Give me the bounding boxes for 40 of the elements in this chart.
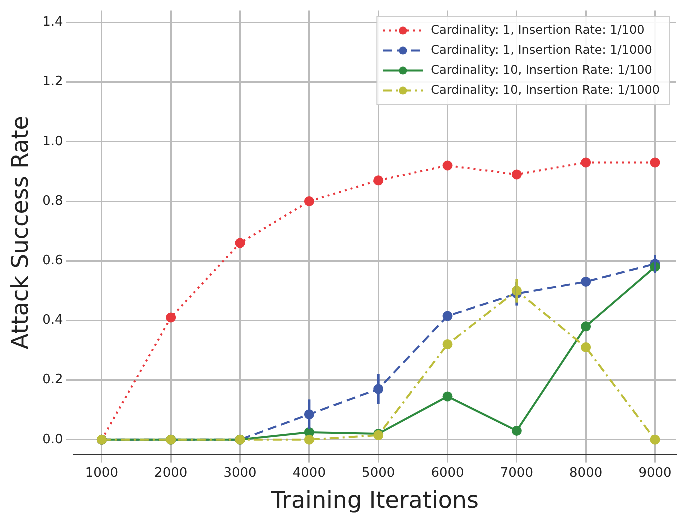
x-tick-label: 6000 bbox=[431, 466, 464, 481]
y-axis-title: Attack Success Rate bbox=[8, 116, 34, 350]
point bbox=[304, 434, 314, 445]
y-tick-label: 1.4 bbox=[42, 15, 64, 30]
y-tick-label: 0.8 bbox=[42, 194, 64, 209]
legend-label: Cardinality: 1, Insertion Rate: 1/100 bbox=[431, 22, 645, 37]
point bbox=[650, 434, 660, 445]
point bbox=[442, 340, 453, 350]
x-tick-label: 5000 bbox=[362, 466, 396, 481]
legend-label: Cardinality: 1, Insertion Rate: 1/1000 bbox=[431, 42, 652, 57]
point bbox=[512, 170, 522, 180]
point bbox=[374, 176, 384, 186]
x-tick-label: 7000 bbox=[500, 466, 534, 481]
point bbox=[304, 196, 314, 207]
x-tick-label: 1000 bbox=[85, 466, 118, 481]
y-tick-label: 0.2 bbox=[42, 372, 64, 388]
point bbox=[581, 158, 592, 168]
y-tick-label: 0.0 bbox=[42, 432, 64, 448]
x-tick-label: 8000 bbox=[570, 466, 603, 481]
y-tick-label: 0.6 bbox=[42, 253, 64, 268]
y-tick-label: 1.0 bbox=[42, 134, 64, 150]
x-tick-label: 9000 bbox=[638, 466, 672, 481]
x-tick-label: 2000 bbox=[154, 466, 188, 481]
point bbox=[581, 342, 592, 353]
point bbox=[442, 160, 453, 171]
point bbox=[166, 312, 176, 323]
point bbox=[581, 276, 592, 287]
x-tick-label: 3000 bbox=[224, 466, 257, 481]
legend-label: Cardinality: 10, Insertion Rate: 1/100 bbox=[431, 62, 652, 77]
point bbox=[581, 322, 592, 332]
y-tick-label: 1.2 bbox=[42, 74, 64, 90]
point bbox=[442, 311, 453, 322]
point bbox=[235, 238, 246, 248]
x-axis-title: Training Iterations bbox=[270, 488, 479, 514]
point bbox=[650, 158, 660, 168]
legend-label: Cardinality: 10, Insertion Rate: 1/1000 bbox=[431, 82, 660, 97]
point bbox=[442, 392, 453, 402]
y-tick-label: 0.4 bbox=[42, 313, 64, 328]
point bbox=[512, 426, 522, 436]
x-tick-label: 4000 bbox=[292, 466, 326, 481]
